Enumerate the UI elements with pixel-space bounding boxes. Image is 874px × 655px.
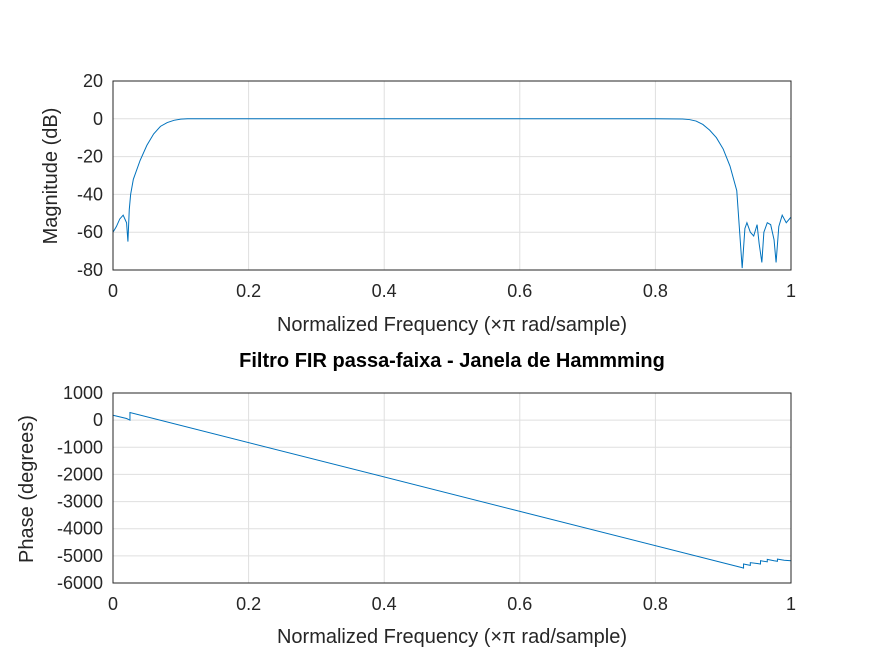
magnitude-y-tick-label: -20 bbox=[77, 147, 103, 167]
phase-y-tick-label: -6000 bbox=[57, 573, 103, 593]
phase-y-tick-label: -3000 bbox=[57, 492, 103, 512]
phase-x-tick-label: 1 bbox=[786, 594, 796, 614]
magnitude-y-tick-label: 20 bbox=[83, 71, 103, 91]
magnitude-x-tick-label: 1 bbox=[786, 281, 796, 301]
phase-axes: Filtro FIR passa-faixa - Janela de Hammm… bbox=[16, 350, 796, 648]
magnitude-y-tick-label: -60 bbox=[77, 222, 103, 242]
phase-y-tick-labels: 1000 0 -1000 -2000 -3000 -4000 -5000 -6000 bbox=[57, 383, 103, 593]
magnitude-axes-frame bbox=[112, 80, 792, 271]
magnitude-x-tick-label: 0.4 bbox=[372, 281, 397, 301]
phase-x-tick-label: 0 bbox=[108, 594, 118, 614]
phase-x-tick-labels: 0 0.2 0.4 0.6 0.8 1 bbox=[108, 594, 796, 614]
phase-plot-area bbox=[112, 411, 792, 569]
phase-y-axis-label: Phase (degrees) bbox=[16, 415, 38, 563]
phase-y-tick-label: -1000 bbox=[57, 437, 103, 457]
phase-y-tick-label: -2000 bbox=[57, 464, 103, 484]
magnitude-grid bbox=[112, 80, 792, 271]
phase-y-tick-label: -4000 bbox=[57, 519, 103, 539]
phase-x-axis-label: Normalized Frequency (×π rad/sample) bbox=[277, 626, 627, 648]
phase-y-tick-label: -5000 bbox=[57, 546, 103, 566]
magnitude-y-axis-label: Magnitude (dB) bbox=[40, 108, 62, 245]
magnitude-axes: 20 0 -20 -40 -60 -80 0 0.2 0.4 0.6 0.8 1 Normalize… bbox=[40, 71, 796, 336]
phase-x-tick-label: 0.6 bbox=[507, 594, 532, 614]
phase-series-line bbox=[112, 411, 792, 569]
magnitude-y-tick-labels: 20 0 -20 -40 -60 -80 bbox=[77, 71, 103, 280]
magnitude-x-tick-labels: 0 0.2 0.4 0.6 0.8 1 bbox=[108, 281, 796, 301]
magnitude-x-axis-label: Normalized Frequency (×π rad/sample) bbox=[277, 314, 627, 336]
phase-y-tick-label: 1000 bbox=[63, 383, 103, 403]
phase-chart-title: Filtro FIR passa-faixa - Janela de Hammm… bbox=[239, 350, 665, 372]
magnitude-y-tick-label: -80 bbox=[77, 260, 103, 280]
magnitude-x-tick-label: 0.2 bbox=[236, 281, 261, 301]
magnitude-x-tick-label: 0.6 bbox=[507, 281, 532, 301]
magnitude-x-tick-label: 0 bbox=[108, 281, 118, 301]
phase-x-tick-label: 0.2 bbox=[236, 594, 261, 614]
phase-axes-frame bbox=[112, 392, 792, 584]
magnitude-y-tick-label: 0 bbox=[93, 109, 103, 129]
magnitude-x-tick-label: 0.8 bbox=[643, 281, 668, 301]
phase-x-tick-label: 0.8 bbox=[643, 594, 668, 614]
phase-x-tick-label: 0.4 bbox=[372, 594, 397, 614]
phase-y-tick-label: 0 bbox=[93, 410, 103, 430]
magnitude-y-tick-label: -40 bbox=[77, 184, 103, 204]
magnitude-plot-area bbox=[112, 118, 792, 269]
magnitude-series-line bbox=[112, 118, 792, 269]
